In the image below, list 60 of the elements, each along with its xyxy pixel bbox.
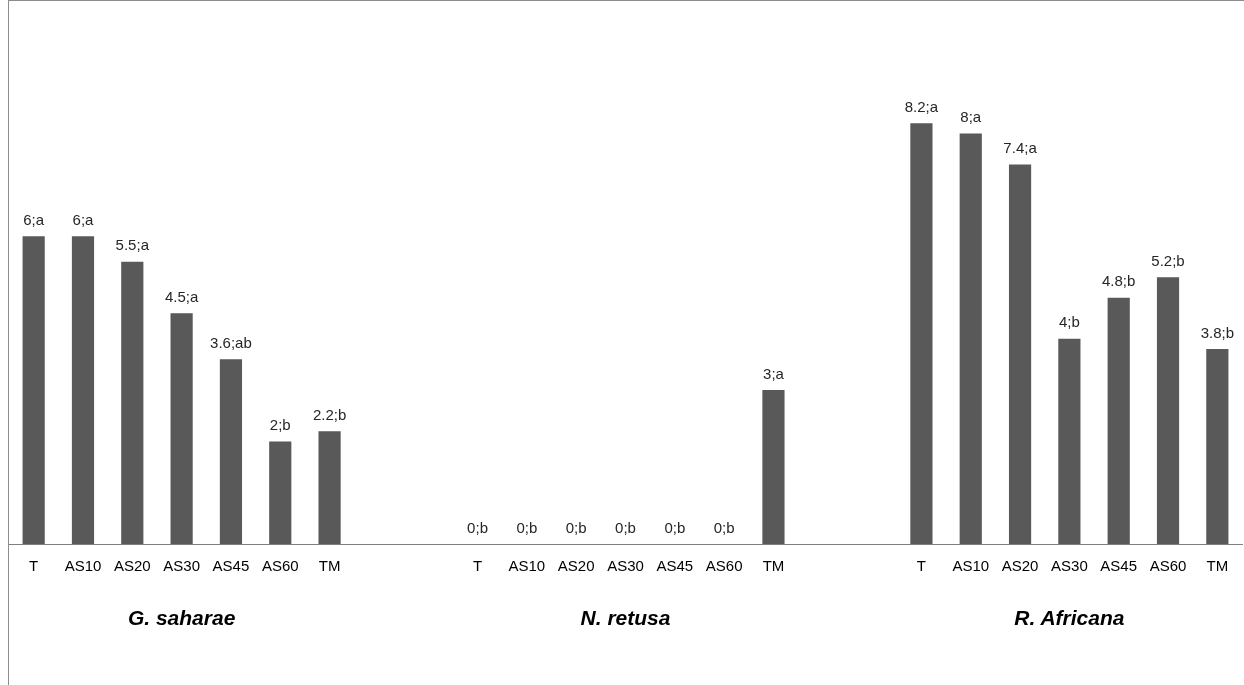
data-label: 3.8;b <box>1200 323 1235 341</box>
x-tick-label: AS10 <box>64 557 102 575</box>
bar <box>959 133 982 544</box>
data-label: 0;b <box>713 518 735 536</box>
data-label: 0;b <box>565 518 587 536</box>
x-tick-label: AS20 <box>557 557 595 575</box>
x-tick-label: AS45 <box>212 557 250 575</box>
bar <box>1058 338 1081 544</box>
data-label: 3.6;ab <box>210 333 252 351</box>
x-tick-label: T <box>472 557 483 575</box>
x-tick-label: AS30 <box>1051 557 1088 575</box>
data-label: 5.5;a <box>115 236 150 254</box>
x-tick-label: AS20 <box>1001 557 1039 575</box>
data-label: 0;b <box>467 518 488 536</box>
data-label: 0;b <box>664 518 686 536</box>
x-tick-label: AS10 <box>952 557 990 575</box>
x-tick-label: AS10 <box>508 557 546 575</box>
x-tick-label: AS30 <box>607 557 644 575</box>
x-tick-label: AS60 <box>705 557 743 575</box>
bar <box>1206 349 1229 544</box>
text: G. saharae <box>127 605 236 629</box>
data-label: 5.2;b <box>1151 251 1185 269</box>
x-tick-label: AS45 <box>1100 557 1138 575</box>
bar <box>269 441 292 544</box>
x-tick-label: T <box>29 557 39 575</box>
data-label: 3;a <box>763 364 785 382</box>
data-label: 0;b <box>615 518 636 536</box>
x-tick-label: AS60 <box>1149 557 1187 575</box>
x-tick-label: AS45 <box>656 557 694 575</box>
bar <box>219 359 243 544</box>
bar <box>762 390 785 544</box>
x-tick-label: AS20 <box>113 557 151 575</box>
data-label: 4.5;a <box>164 287 199 305</box>
bar <box>170 313 193 544</box>
bar <box>1156 277 1180 544</box>
bar <box>1008 164 1032 544</box>
data-label: 2;b <box>269 416 291 434</box>
bar <box>71 236 95 544</box>
text: R. Africana <box>1014 605 1125 629</box>
x-tick-label: AS30 <box>163 557 200 575</box>
bar <box>318 431 341 544</box>
data-label: 4;b <box>1058 313 1080 331</box>
x-tick-label: TM <box>762 557 785 575</box>
x-tick-label: AS60 <box>261 557 299 575</box>
x-tick-label: TM <box>318 557 341 575</box>
x-tick-label: T <box>916 557 927 575</box>
data-label: 6;a <box>72 210 95 228</box>
bar <box>1107 297 1130 544</box>
data-label: 6;a <box>23 210 45 228</box>
bar <box>22 236 45 544</box>
data-label: 8;a <box>960 108 982 126</box>
data-label: 7.4;a <box>1003 139 1038 157</box>
data-label: 0;b <box>516 518 538 536</box>
text: N. retusa <box>580 605 671 629</box>
bar <box>910 123 933 544</box>
data-label: 4.8;b <box>1102 272 1136 290</box>
bar <box>121 261 144 544</box>
data-label: 2.2;b <box>312 405 347 423</box>
data-label: 8.2;a <box>904 97 939 115</box>
x-tick-label: TM <box>1206 557 1229 575</box>
